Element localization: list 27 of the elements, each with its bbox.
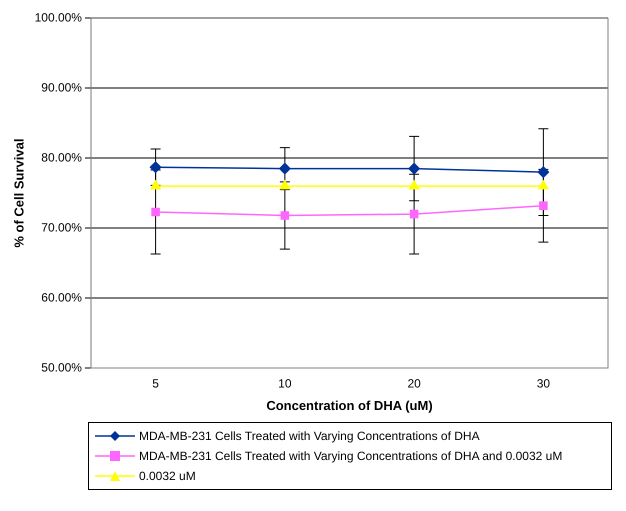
x-tick-label: 30 — [536, 376, 550, 391]
x-tick-label: 5 — [152, 376, 160, 391]
point — [150, 161, 162, 173]
x-tick-label: 10 — [278, 376, 292, 391]
point — [539, 201, 548, 210]
y-tick-label: 50.00% — [41, 360, 82, 374]
y-tick-label: 80.00% — [41, 150, 82, 164]
y-tick-label: 60.00% — [41, 290, 82, 304]
legend-label: 0.0032 uM — [139, 469, 196, 483]
legend-label: MDA-MB-231 Cells Treated with Varying Concentrations of DHA — [139, 429, 480, 443]
point — [409, 180, 420, 190]
point — [410, 210, 418, 218]
x-tick-label: 20 — [407, 376, 422, 391]
y-tick-label: 90.00% — [41, 80, 82, 94]
point — [408, 162, 420, 174]
point — [150, 180, 161, 190]
y-axis-title: % of Cell Survival — [11, 138, 26, 248]
point — [280, 211, 290, 220]
point — [280, 180, 290, 190]
point — [279, 162, 291, 174]
legend-label: MDA-MB-231 Cells Treated with Varying Concentrations of DHA and 0.0032 uM — [139, 449, 562, 463]
point — [538, 180, 548, 190]
y-tick-label: 70.00% — [41, 220, 82, 234]
point — [151, 208, 160, 216]
y-tick-label: 100.00% — [34, 10, 82, 25]
point — [538, 166, 550, 178]
x-axis-title: Concentration of DHA (uM) — [266, 398, 433, 413]
